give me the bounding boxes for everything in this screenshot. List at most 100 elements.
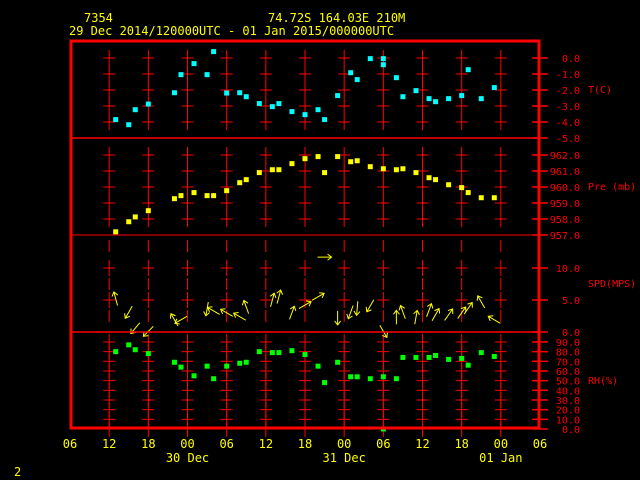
y-tick-label-pressure: 958.0: [550, 215, 580, 226]
x-tick-label: 18: [454, 437, 468, 451]
x-tick-label: 00: [180, 437, 194, 451]
wind-arrow-shaft: [220, 308, 233, 317]
temperature-point: [113, 117, 119, 123]
wind-arrow-head: [353, 310, 361, 317]
wind-arrow-shaft: [174, 315, 188, 324]
pressure-point: [465, 190, 471, 196]
rh-point: [426, 354, 432, 360]
wind-arrow-head: [169, 313, 176, 319]
temperature-point: [491, 85, 497, 91]
wind-arrow-shaft: [270, 293, 275, 307]
rh-point: [224, 363, 230, 369]
wind-arrow-head: [382, 332, 388, 339]
wind-arrow: [124, 305, 133, 319]
y-tick-label-rh: 90.0: [556, 338, 580, 349]
wind-arrow-head: [460, 306, 467, 313]
wind-arrow-head: [232, 312, 239, 318]
rh-point: [126, 342, 132, 348]
temperature-point: [459, 93, 465, 99]
pressure-point: [276, 167, 282, 173]
wind-arrow-head: [327, 253, 333, 261]
wind-arrow-shaft: [457, 306, 467, 319]
wind-arrow-head: [447, 308, 454, 314]
pressure-point: [132, 214, 138, 220]
wind-arrow-head: [426, 302, 434, 309]
temperature-point: [132, 107, 138, 113]
wind-arrow: [269, 292, 277, 307]
wind-arrow-shaft: [311, 292, 325, 301]
pressure-point: [491, 195, 497, 201]
axis-title-rh: RH(%): [588, 376, 618, 387]
pressure-point: [211, 193, 217, 199]
pressure-point: [269, 167, 275, 173]
rh-point: [478, 350, 484, 356]
wind-arrow-head: [467, 301, 473, 308]
axis-title-pressure: Pre (mb): [588, 182, 636, 193]
rh-point: [145, 351, 151, 357]
wind-arrow-head: [365, 306, 372, 313]
temperature-point: [380, 62, 386, 68]
wind-arrow-shaft: [113, 291, 118, 306]
x-tick-label: 06: [376, 437, 390, 451]
rh-point: [132, 347, 138, 353]
axis-title-temperature: T(C): [588, 85, 612, 96]
wind-arrow-shaft: [477, 295, 486, 309]
y-tick-label-pressure: 959.0: [550, 199, 580, 210]
wind-arrow-head: [413, 309, 420, 316]
y-tick-label-wind: 5.0: [562, 296, 580, 307]
wind-arrow-head: [203, 311, 210, 317]
wind-arrow: [276, 289, 284, 304]
wind-arrow-head: [434, 307, 441, 314]
temperature-point: [289, 109, 295, 115]
wind-arrow: [392, 309, 400, 325]
pressure-point: [446, 182, 452, 188]
pressure-point: [380, 166, 386, 172]
wind-arrow: [334, 310, 342, 326]
wind-arrow-head: [269, 292, 277, 299]
wind-arrow-head: [124, 313, 131, 319]
y-tick-label-rh: 20.0: [556, 406, 580, 417]
pressure-point: [335, 154, 341, 160]
y-tick-label-temperature: -4.0: [556, 118, 580, 129]
wind-arrow: [317, 253, 333, 261]
wind-arrow-head: [130, 328, 136, 335]
wind-arrow: [311, 292, 325, 301]
temperature-point: [348, 70, 354, 76]
rh-point: [315, 363, 321, 369]
x-tick-label: 12: [415, 437, 429, 451]
axis-title-wind: SPD(MPS): [588, 279, 636, 290]
y-tick-label-temperature: -5.0: [556, 134, 580, 145]
wind-arrow: [169, 313, 179, 327]
wind-arrow-head: [276, 289, 284, 295]
y-tick-label-wind: 10.0: [556, 264, 580, 275]
rh-point: [256, 349, 262, 355]
wind-arrow: [353, 301, 361, 317]
y-tick-label-temperature: -1.0: [556, 70, 580, 81]
y-tick-label-rh: 70.0: [556, 357, 580, 368]
y-tick-label-pressure: 960.0: [550, 183, 580, 194]
axis-labels: 0.0 -1.0 -2.0 -3.0 -4.0 -5.0 T(C) 962.0 961.0 960…: [63, 54, 636, 465]
pressure-point: [348, 159, 354, 165]
wind-arrow: [289, 305, 297, 320]
wind-arrow-head: [319, 292, 325, 299]
pressure-point: [243, 177, 249, 183]
pressure-point: [113, 229, 119, 235]
wind-arrow-shaft: [298, 301, 312, 310]
temperature-point: [276, 101, 282, 107]
pressure-point: [126, 219, 132, 225]
date-label: 31 Dec: [322, 451, 365, 465]
x-tick-label: 12: [102, 437, 116, 451]
wind-arrow: [232, 312, 247, 321]
temperature-point: [256, 101, 262, 107]
temperature-point: [380, 56, 386, 62]
rh-point: [211, 376, 217, 382]
rh-point: [204, 363, 210, 369]
temperature-point: [237, 90, 243, 96]
pressure-point: [322, 170, 328, 176]
pressure-point: [459, 185, 465, 191]
wind-arrow-shaft: [205, 301, 209, 316]
temperature-point: [269, 104, 275, 110]
pressure-point: [224, 188, 230, 194]
x-tick-label: 00: [494, 437, 508, 451]
